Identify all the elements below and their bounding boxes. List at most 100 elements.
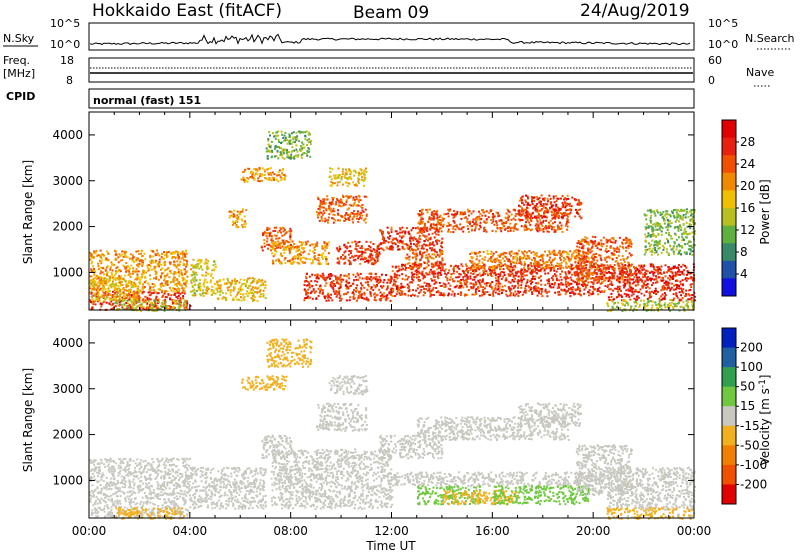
data-cell bbox=[316, 243, 319, 246]
data-cell bbox=[503, 251, 506, 254]
data-cell bbox=[357, 297, 360, 300]
data-cell bbox=[274, 147, 276, 150]
data-cell bbox=[130, 264, 133, 267]
data-cell bbox=[128, 289, 131, 292]
data-cell bbox=[164, 269, 166, 272]
data-cell bbox=[222, 278, 225, 281]
data-cell bbox=[179, 304, 182, 307]
data-cell bbox=[141, 265, 144, 267]
data-cell bbox=[529, 223, 532, 226]
data-cell bbox=[491, 271, 494, 274]
data-cell bbox=[530, 251, 533, 254]
data-cell bbox=[556, 279, 558, 282]
data-cell bbox=[235, 224, 238, 226]
data-cell bbox=[142, 288, 144, 291]
data-cell bbox=[494, 277, 497, 279]
data-cell bbox=[206, 290, 209, 292]
data-cell bbox=[504, 284, 507, 287]
data-cell bbox=[301, 246, 303, 249]
data-cell bbox=[411, 293, 414, 296]
data-cell bbox=[118, 299, 121, 302]
data-cell bbox=[125, 305, 128, 308]
data-cell bbox=[505, 212, 508, 215]
data-cell bbox=[191, 278, 194, 281]
data-cell bbox=[376, 248, 379, 251]
data-cell bbox=[355, 289, 358, 292]
data-cell bbox=[332, 279, 335, 282]
data-cell bbox=[306, 240, 309, 243]
data-cell bbox=[478, 262, 481, 265]
data-cell bbox=[158, 254, 161, 257]
data-cell bbox=[363, 286, 366, 289]
data-cell bbox=[368, 278, 371, 281]
data-cell bbox=[111, 262, 114, 265]
data-cell bbox=[560, 227, 563, 230]
data-cell bbox=[106, 296, 108, 299]
data-cell bbox=[477, 287, 480, 290]
data-cell bbox=[290, 246, 293, 249]
data-cell bbox=[168, 270, 171, 273]
data-cell bbox=[253, 277, 256, 280]
data-cell bbox=[105, 280, 107, 283]
data-cell bbox=[304, 261, 307, 264]
data-cell bbox=[138, 297, 141, 300]
data-cell bbox=[184, 254, 186, 256]
data-cell bbox=[564, 293, 567, 296]
data-cell bbox=[467, 221, 470, 224]
data-cell bbox=[183, 302, 185, 305]
data-cell bbox=[235, 298, 238, 301]
data-cell bbox=[140, 276, 143, 279]
data-cell bbox=[183, 282, 186, 285]
data-cell bbox=[347, 259, 350, 262]
data-cell bbox=[546, 261, 549, 264]
data-cell bbox=[500, 277, 503, 280]
data-cell bbox=[521, 272, 524, 275]
data-cell bbox=[92, 288, 95, 291]
data-cell bbox=[319, 274, 322, 277]
data-cell bbox=[353, 297, 356, 300]
data-cell bbox=[464, 273, 467, 276]
data-cell bbox=[165, 268, 168, 271]
data-cell bbox=[154, 270, 157, 273]
data-cell bbox=[181, 276, 184, 279]
data-cell bbox=[240, 284, 243, 287]
data-cell bbox=[142, 271, 145, 274]
data-cell bbox=[358, 198, 361, 201]
data-cell bbox=[428, 271, 431, 274]
data-cell bbox=[569, 288, 572, 291]
data-cell bbox=[385, 246, 388, 249]
data-cell bbox=[348, 170, 351, 173]
data-cell bbox=[317, 259, 320, 262]
data-cell bbox=[149, 301, 152, 304]
data-cell bbox=[298, 240, 301, 243]
data-cell bbox=[544, 226, 547, 229]
data-cell bbox=[570, 282, 573, 285]
data-cell bbox=[228, 210, 231, 213]
data-cell bbox=[141, 292, 144, 295]
data-cell bbox=[154, 304, 157, 307]
data-cell bbox=[245, 209, 248, 212]
data-cell bbox=[435, 211, 438, 214]
data-cell bbox=[559, 258, 562, 261]
data-cell bbox=[460, 217, 463, 220]
data-cell bbox=[407, 231, 410, 234]
data-cell bbox=[375, 280, 378, 283]
data-cell bbox=[127, 306, 130, 309]
data-cell bbox=[202, 295, 205, 297]
data-cell bbox=[452, 227, 455, 230]
data-cell bbox=[438, 261, 441, 264]
data-cell bbox=[136, 288, 139, 291]
data-cell bbox=[479, 221, 482, 224]
data-cell bbox=[419, 285, 422, 288]
data-cell bbox=[157, 278, 160, 281]
data-cell bbox=[138, 263, 141, 265]
data-cell bbox=[267, 149, 269, 152]
data-cell bbox=[256, 279, 259, 282]
data-cell bbox=[213, 260, 216, 263]
data-cell bbox=[184, 301, 187, 304]
data-cell bbox=[441, 246, 443, 249]
data-cell bbox=[143, 286, 146, 288]
data-cell bbox=[104, 268, 107, 271]
data-cell bbox=[425, 284, 428, 287]
data-cell bbox=[117, 256, 120, 259]
